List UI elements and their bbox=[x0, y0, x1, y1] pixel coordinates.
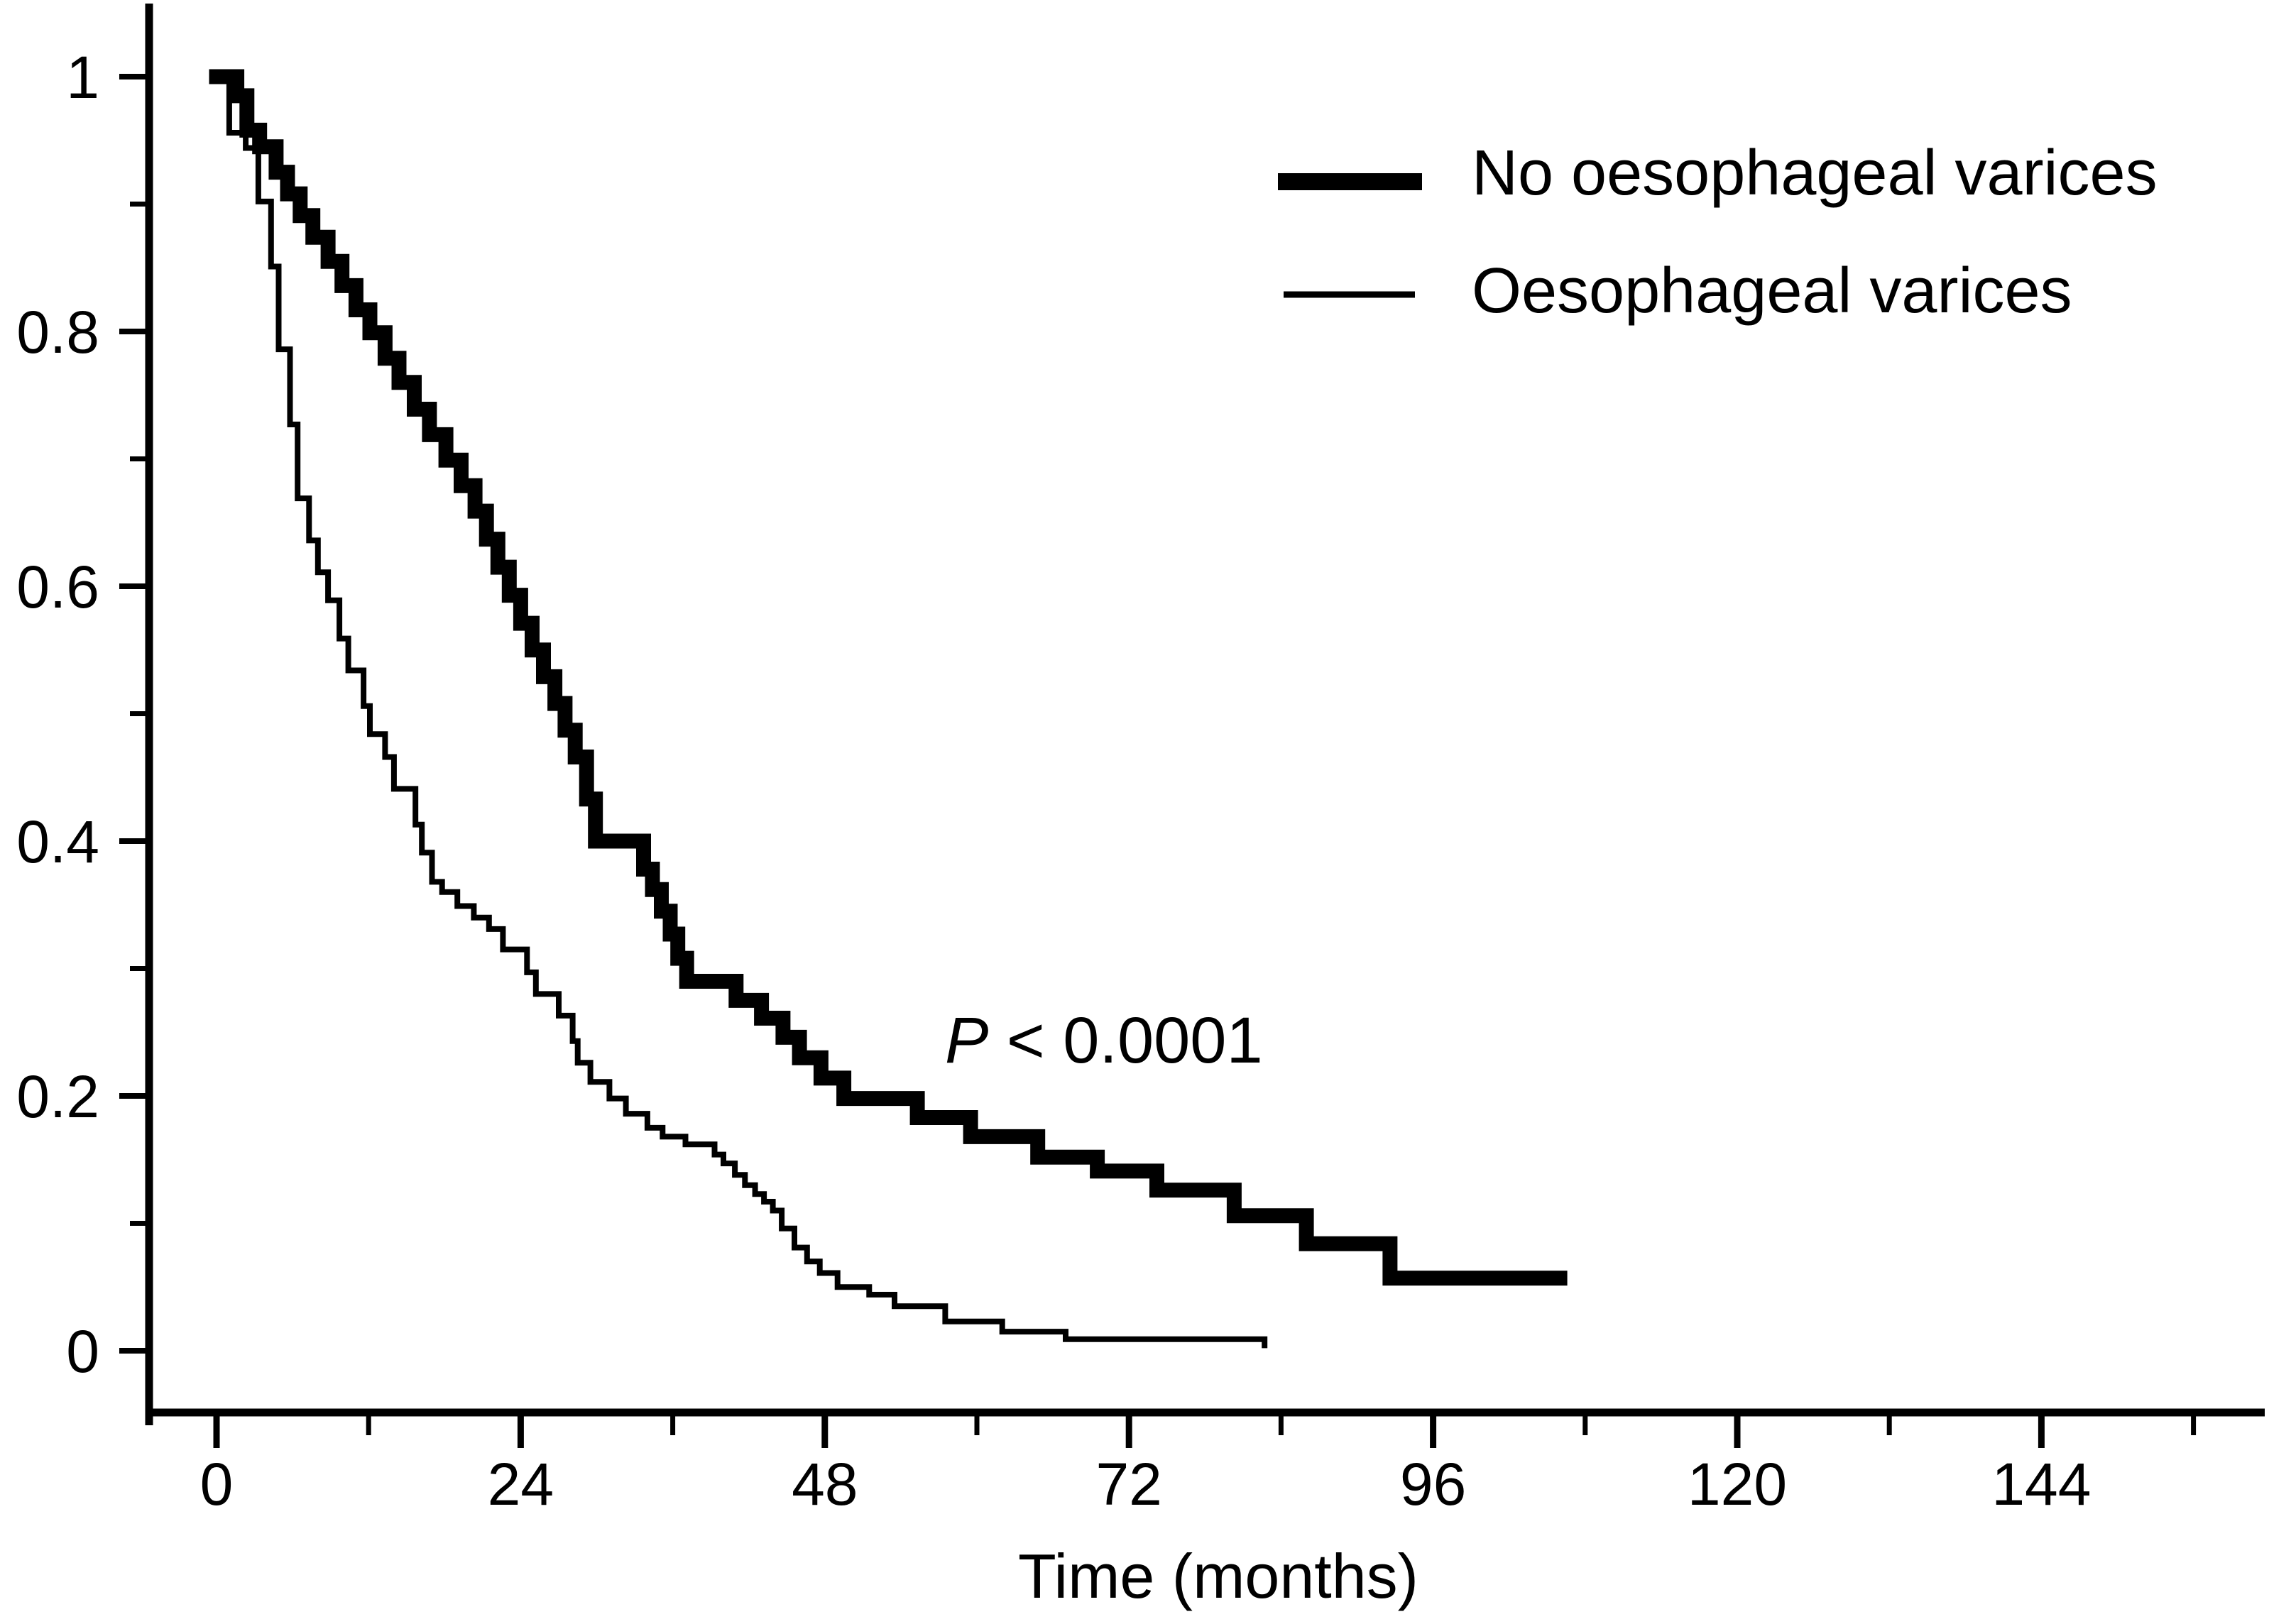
y-tick-label: 0 bbox=[66, 1318, 99, 1385]
y-tick-label: 0.6 bbox=[16, 554, 99, 620]
x-axis-ticks bbox=[213, 1415, 2197, 1448]
survival-curve-no-varices bbox=[209, 69, 1568, 1286]
survival-curve-varices bbox=[217, 74, 1268, 1349]
x-tick-label: 48 bbox=[792, 1451, 858, 1518]
x-tick-label: 144 bbox=[1991, 1451, 2091, 1518]
x-tick-label: 120 bbox=[1688, 1451, 1787, 1518]
y-tick-label: 0.4 bbox=[16, 808, 99, 875]
p-value-annotation: P < 0.0001 bbox=[945, 1004, 1263, 1077]
survival-curves bbox=[209, 69, 1568, 1349]
y-tick-label: 0.2 bbox=[16, 1063, 99, 1130]
x-tick-label: 24 bbox=[488, 1451, 554, 1518]
x-tick-label: 96 bbox=[1400, 1451, 1466, 1518]
y-axis-ticks bbox=[119, 74, 146, 1354]
legend: No oesophageal varices Oesophageal varic… bbox=[1278, 138, 2158, 327]
y-tick-label: 1 bbox=[66, 44, 99, 111]
legend-label-no-varices: No oesophageal varices bbox=[1472, 138, 2158, 209]
y-axis-tick-labels: 1 0.8 0.6 0.4 0.2 0 bbox=[16, 44, 99, 1385]
x-tick-label: 0 bbox=[200, 1451, 234, 1518]
x-axis-title: Time (months) bbox=[1018, 1541, 1418, 1611]
axes bbox=[145, 4, 2265, 1425]
y-tick-label: 0.8 bbox=[16, 299, 99, 366]
legend-label-varices: Oesophageal varices bbox=[1472, 256, 2072, 327]
x-axis-tick-labels: 0 24 48 72 96 120 144 bbox=[200, 1451, 2092, 1518]
x-tick-label: 72 bbox=[1095, 1451, 1161, 1518]
